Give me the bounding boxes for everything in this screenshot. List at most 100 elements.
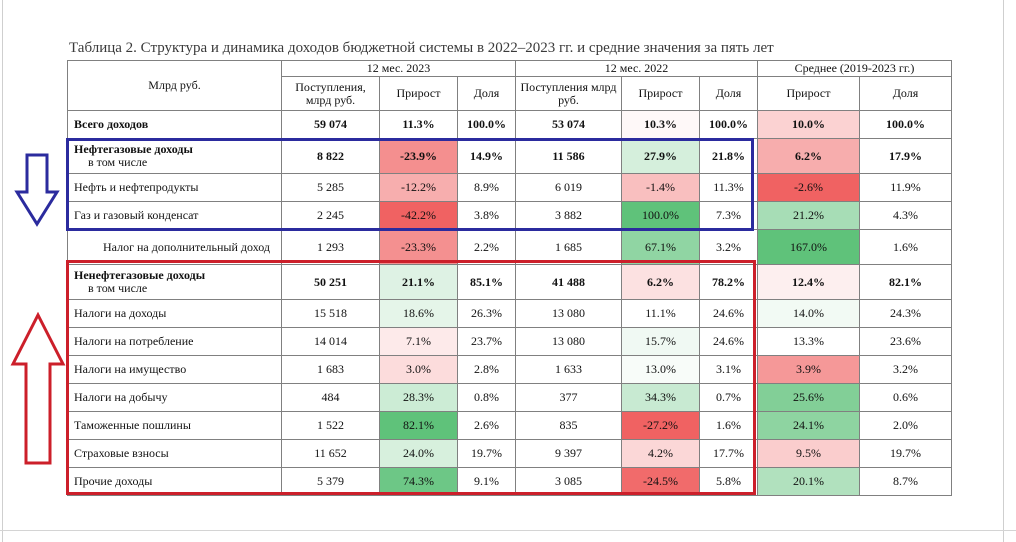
cell-revenue-2022: 13 080 [515,327,622,356]
row-label: Нефть и нефтепродукты [67,173,282,202]
cell-growth-average: 6.2% [757,138,860,174]
cell-growth-2022: 27.9% [621,138,700,174]
row-label: Нефтегазовые доходы в том числе [67,138,282,174]
row-label: Всего доходов [67,110,282,139]
cell-share-2023: 9.1% [457,467,516,496]
cell-share-2022: 17.7% [699,439,758,468]
header-period-2023: 12 мес. 2023 [281,60,516,77]
row-label-text: Нефтегазовые доходы [74,142,193,156]
cell-share-average: 11.9% [859,173,952,202]
cell-share-average: 0.6% [859,383,952,412]
cell-revenue-2022: 3 085 [515,467,622,496]
header-revenue-2022: Поступления млрд руб. [515,76,622,111]
cell-share-average: 100.0% [859,110,952,139]
header-share-2022: Доля [699,76,758,111]
table-row: Ненефтегазовые доходы в том числе 50 251 21… [67,264,952,300]
table-row: Налоги на потребление 14 014 7.1% 23.7% 13 0… [67,327,952,356]
cell-growth-2022: -27.2% [621,411,700,440]
cell-share-2022: 0.7% [699,383,758,412]
cell-growth-average: 14.0% [757,299,860,328]
row-label: Ненефтегазовые доходы в том числе [67,264,282,300]
table-row: Всего доходов 59 074 11.3% 100.0% 53 074 10.3… [67,110,952,139]
cell-revenue-2023: 1 683 [281,355,380,384]
down-arrow-icon [14,153,60,227]
cell-growth-average: 21.2% [757,201,860,230]
cell-growth-2022: -1.4% [621,173,700,202]
cell-share-2023: 3.8% [457,201,516,230]
budget-revenue-table: Млрд руб. 12 мес. 2023 12 мес. 2022 Сред… [67,60,952,496]
cell-share-2023: 14.9% [457,138,516,174]
table-row: Газ и газовый конденсат 2 245 -42.2% 3.8% 3 … [67,201,952,230]
table-row: Налоги на доходы 15 518 18.6% 26.3% 13 080 11… [67,299,952,328]
cell-growth-average: 25.6% [757,383,860,412]
cell-share-2023: 26.3% [457,299,516,328]
row-label-text: Страховые взносы [74,446,169,460]
cell-share-2022: 24.6% [699,299,758,328]
non-oil-gas-highlight-box [66,260,756,495]
cell-share-average: 82.1% [859,264,952,300]
cell-growth-2022: 11.1% [621,299,700,328]
cell-growth-2023: 21.1% [379,264,458,300]
cell-revenue-2022: 53 074 [515,110,622,139]
cell-growth-2023: -23.9% [379,138,458,174]
cell-growth-2023: 74.3% [379,467,458,496]
row-label: Страховые взносы [67,439,282,468]
cell-growth-average: 12.4% [757,264,860,300]
cell-growth-average: 20.1% [757,467,860,496]
row-label-text: Налоги на добычу [74,390,168,404]
cell-share-2023: 2.8% [457,355,516,384]
row-label-text: Налоги на имущество [74,362,187,376]
header-share-2023: Доля [457,76,516,111]
cell-share-2022: 100.0% [699,110,758,139]
page-bottom-edge [0,530,1016,531]
cell-share-2023: 100.0% [457,110,516,139]
cell-growth-2022: -24.5% [621,467,700,496]
up-arrow-icon [10,312,66,465]
cell-growth-2022: 10.3% [621,110,700,139]
row-label: Налог на дополнительный доход [67,229,282,265]
cell-revenue-2022: 377 [515,383,622,412]
header-growth-average: Прирост [757,76,860,111]
cell-growth-2023: 28.3% [379,383,458,412]
row-label-text: Налоги на потребление [74,334,194,348]
header-growth-2022: Прирост [621,76,700,111]
table-row: Налоги на добычу 484 28.3% 0.8% 377 34.3% 0.7%… [67,383,952,412]
cell-growth-2022: 15.7% [621,327,700,356]
row-label-text: Газ и газовый конденсат [74,208,199,222]
cell-revenue-2023: 484 [281,383,380,412]
cell-growth-2022: 13.0% [621,355,700,384]
oil-gas-highlight-box [66,138,754,231]
table-row: Прочие доходы 5 379 74.3% 9.1% 3 085 -24.5% 5.… [67,467,952,496]
row-label-text: Налоги на доходы [74,306,167,320]
table-row: Страховые взносы 11 652 24.0% 19.7% 9 397 4.2… [67,439,952,468]
cell-share-2023: 19.7% [457,439,516,468]
cell-revenue-2022: 835 [515,411,622,440]
cell-share-average: 3.2% [859,355,952,384]
row-label-text: Ненефтегазовые доходы [74,268,206,282]
header-row-periods: Млрд руб. 12 мес. 2023 12 мес. 2022 Сред… [67,60,952,111]
cell-growth-2023: 7.1% [379,327,458,356]
header-period-2022: 12 мес. 2022 [515,60,758,77]
page-left-edge [2,0,3,542]
cell-share-average: 1.6% [859,229,952,265]
cell-share-average: 2.0% [859,411,952,440]
cell-growth-average: 3.9% [757,355,860,384]
table-row: Налог на дополнительный доход 1 293 -23.3%… [67,229,952,265]
cell-share-2022: 11.3% [699,173,758,202]
header-share-average: Доля [859,76,952,111]
table-row: Нефть и нефтепродукты 5 285 -12.2% 8.9% 6 01… [67,173,952,202]
cell-share-average: 4.3% [859,201,952,230]
cell-growth-average: 24.1% [757,411,860,440]
row-label: Налоги на потребление [67,327,282,356]
cell-share-average: 8.7% [859,467,952,496]
cell-revenue-2023: 59 074 [281,110,380,139]
row-label-text: Всего доходов [74,117,149,131]
cell-growth-2022: 6.2% [621,264,700,300]
row-label-text: Прочие доходы [74,474,153,488]
cell-revenue-2023: 15 518 [281,299,380,328]
header-growth-2023: Прирост [379,76,458,111]
cell-growth-2023: 3.0% [379,355,458,384]
row-label-text: Таможенные пошлины [74,418,191,432]
table-row: Нефтегазовые доходы в том числе 8 822 -23.9… [67,138,952,174]
row-sublabel: в том числе [88,155,148,169]
